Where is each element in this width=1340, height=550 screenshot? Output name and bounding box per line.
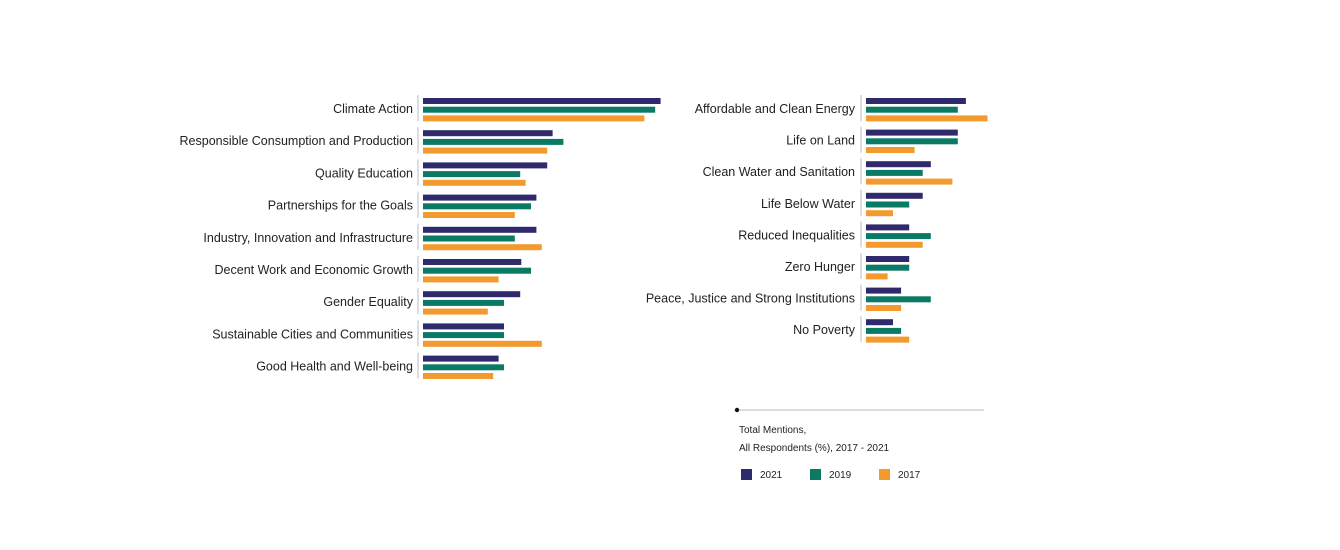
bar-2021 (423, 98, 661, 104)
bar-2021 (866, 224, 910, 231)
category-group: Quality Education (315, 159, 548, 186)
bar-2019 (866, 138, 958, 145)
category-label: Life on Land (786, 134, 855, 148)
bar-2021 (423, 130, 553, 137)
bar-2019 (866, 296, 931, 303)
bar-2021 (866, 129, 958, 136)
legend-label-2017: 2017 (898, 470, 921, 481)
bar-2021 (423, 323, 504, 330)
bar-2021 (423, 194, 537, 201)
bar-2021 (866, 161, 931, 168)
bar-2017 (423, 179, 526, 186)
bar-2021 (866, 192, 923, 199)
bar-2019 (423, 299, 504, 306)
bar-2019 (866, 201, 910, 208)
bar-2019 (866, 233, 931, 240)
category-group: Life on Land (786, 126, 958, 153)
bar-2017 (866, 336, 910, 343)
category-label: No Poverty (793, 323, 856, 337)
bar-2017 (423, 276, 499, 283)
bar-2017 (423, 373, 494, 379)
left-bar-panel: Climate Action Responsible Consumption an… (180, 95, 661, 379)
bar-2021 (423, 259, 522, 265)
note-block: Total Mentions, All Respondents (%), 201… (734, 407, 984, 454)
bar-2017 (423, 147, 548, 154)
bar-2021 (866, 256, 910, 262)
category-label: Zero Hunger (785, 260, 855, 274)
category-group: Good Health and Well-being (256, 352, 504, 379)
bar-2019 (423, 106, 656, 113)
category-label: Peace, Justice and Strong Institutions (646, 292, 855, 306)
note-divider-dot (734, 407, 740, 413)
category-label: Decent Work and Economic Growth (215, 263, 414, 277)
bar-2019 (423, 364, 504, 371)
bar-2017 (866, 273, 888, 280)
bar-2017 (866, 305, 902, 311)
legend-label-2021: 2021 (760, 470, 783, 481)
bar-2017 (866, 241, 923, 248)
bar-2017 (866, 115, 988, 122)
bar-2021 (423, 291, 521, 298)
category-group: Sustainable Cities and Communities (212, 320, 542, 347)
bar-2019 (423, 267, 531, 274)
bar-2019 (423, 332, 504, 339)
bar-2017 (866, 210, 893, 217)
category-group: Affordable and Clean Energy (695, 95, 988, 122)
bar-2021 (866, 287, 902, 294)
category-group: Partnerships for the Goals (268, 191, 537, 218)
bar-2017 (423, 244, 542, 251)
legend: 2021 2019 2017 (741, 469, 921, 481)
legend-swatch-2019 (810, 469, 821, 480)
category-label: Industry, Innovation and Infrastructure (203, 231, 413, 245)
bar-2021 (423, 226, 537, 233)
category-label: Gender Equality (323, 295, 413, 309)
category-label: Quality Education (315, 166, 413, 180)
legend-swatch-2017 (879, 469, 890, 480)
category-group: Industry, Innovation and Infrastructure (203, 223, 542, 251)
bar-2017 (423, 212, 515, 218)
category-group: Responsible Consumption and Production (180, 127, 564, 154)
bar-2019 (423, 171, 521, 178)
bar-2017 (866, 147, 915, 153)
bar-2019 (866, 169, 923, 176)
bar-2021 (423, 355, 499, 362)
bar-2021 (423, 162, 548, 169)
bar-2019 (423, 203, 531, 210)
right-bar-panel: Affordable and Clean Energy Life on Land C… (646, 95, 988, 343)
bar-2017 (423, 115, 645, 122)
category-group: Reduced Inequalities (738, 221, 931, 248)
category-group: Climate Action (333, 95, 661, 122)
category-group: Gender Equality (323, 288, 521, 315)
bar-2019 (866, 264, 910, 271)
category-label: Life Below Water (761, 197, 855, 211)
bar-2019 (866, 106, 958, 113)
note-line-1: Total Mentions, (739, 425, 806, 436)
category-group: Peace, Justice and Strong Institutions (646, 284, 931, 311)
bar-2021 (866, 319, 893, 326)
bar-2017 (423, 308, 488, 315)
category-group: Clean Water and Sanitation (703, 158, 953, 185)
note-line-2: All Respondents (%), 2017 - 2021 (739, 443, 890, 454)
category-label: Responsible Consumption and Production (180, 134, 414, 148)
bar-2017 (866, 178, 953, 185)
legend-label-2019: 2019 (829, 470, 852, 481)
bar-2019 (423, 138, 564, 145)
bar-2019 (423, 235, 515, 242)
bar-2019 (866, 327, 902, 334)
category-label: Clean Water and Sanitation (703, 165, 855, 179)
bar-2021 (866, 98, 966, 104)
category-label: Good Health and Well-being (256, 360, 413, 374)
category-group: Life Below Water (761, 189, 923, 217)
category-label: Affordable and Clean Energy (695, 102, 856, 116)
category-label: Partnerships for the Goals (268, 199, 413, 213)
category-label: Climate Action (333, 102, 413, 116)
category-group: No Poverty (793, 316, 910, 343)
bar-2017 (423, 340, 542, 347)
legend-swatch-2021 (741, 469, 752, 480)
category-group: Zero Hunger (785, 253, 910, 280)
category-group: Decent Work and Economic Growth (215, 256, 531, 283)
category-label: Reduced Inequalities (738, 228, 855, 242)
category-label: Sustainable Cities and Communities (212, 327, 413, 341)
